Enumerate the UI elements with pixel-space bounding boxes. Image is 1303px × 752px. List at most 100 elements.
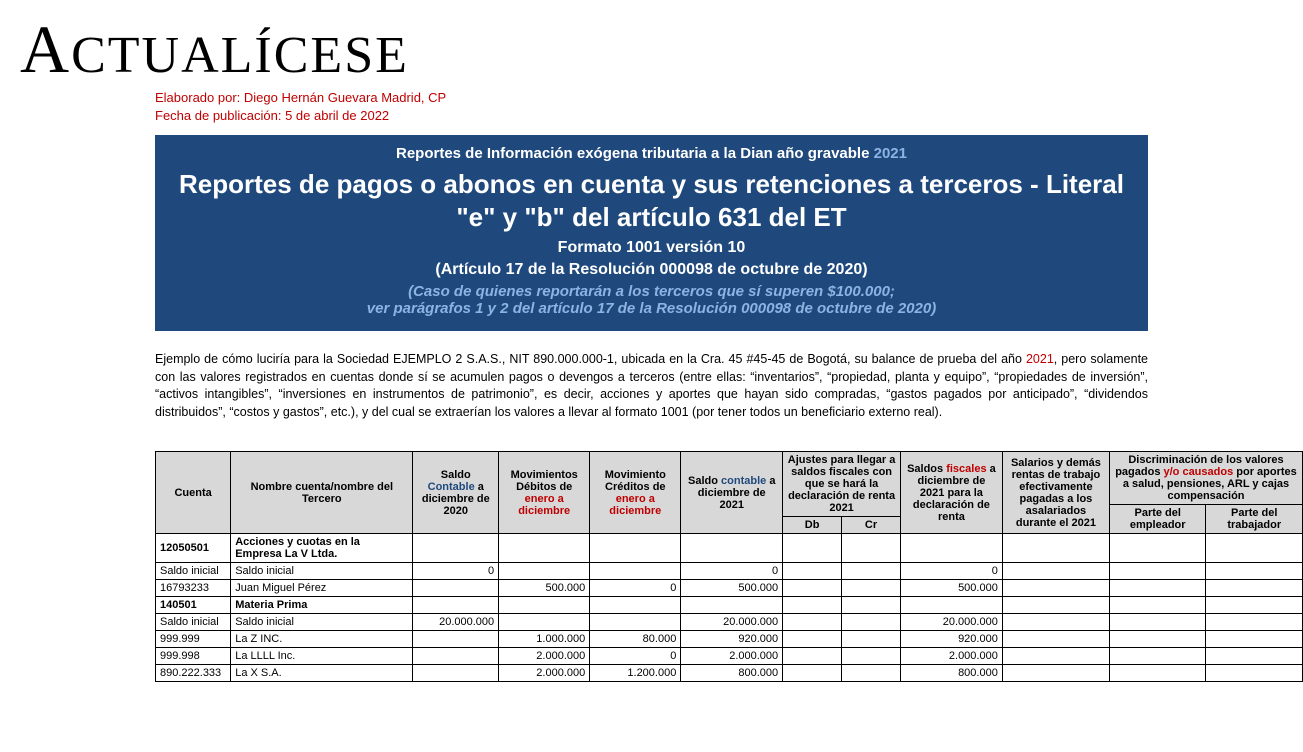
hdr-discrim: Discriminación de los valores pagados y/…: [1110, 452, 1303, 505]
banner-top-pre: Reportes de Información exógena tributar…: [396, 145, 874, 162]
cell-empty: [1206, 597, 1303, 614]
table-row: 999.998La LLLL Inc.2.000.00002.000.0002.…: [156, 648, 1303, 665]
banner-sub2: (Artículo 17 de la Resolución 000098 de …: [175, 261, 1128, 279]
cell-empty: [1002, 597, 1109, 614]
cell-db: 1.000.000: [499, 631, 590, 648]
cell-cuenta: 140501: [156, 597, 231, 614]
meta-block: Elaborado por: Diego Hernán Guevara Madr…: [0, 89, 1303, 125]
page: ACTUALÍCESE Elaborado por: Diego Hernán …: [0, 0, 1303, 682]
logo-first: A: [20, 11, 71, 87]
cell-emp: [1110, 580, 1206, 597]
banner-top-year: 2021: [874, 145, 907, 162]
hdr-saldo-2020-blue: Contable: [428, 481, 475, 493]
cell-emp: [1110, 665, 1206, 682]
hdr-mov-cr-pre: Movimiento Créditos de: [605, 469, 666, 493]
table-head: Cuenta Nombre cuenta/nombre del Tercero …: [156, 452, 1303, 534]
cell-sal: [1002, 614, 1109, 631]
hdr-mov-cr: Movimiento Créditos de enero a diciembre: [590, 452, 681, 534]
meta-date: Fecha de publicación: 5 de abril de 2022: [155, 107, 1303, 125]
cell-cuenta: 890.222.333: [156, 665, 231, 682]
cell-sal: [1002, 648, 1109, 665]
cell-trab: [1206, 614, 1303, 631]
cell-adj-cr: [842, 614, 901, 631]
table-body: 12050501Acciones y cuotas en la Empresa …: [156, 534, 1303, 682]
cell-fisc: 800.000: [901, 665, 1003, 682]
cell-empty: [842, 534, 901, 563]
cell-db: 2.000.000: [499, 665, 590, 682]
cell-nombre: Materia Prima: [231, 597, 413, 614]
cell-cr: 80.000: [590, 631, 681, 648]
cell-c2020: [413, 631, 499, 648]
cell-adj-cr: [842, 631, 901, 648]
cell-cr: [590, 614, 681, 631]
table-row: Saldo inicialSaldo inicial000: [156, 563, 1303, 580]
cell-fisc: 0: [901, 563, 1003, 580]
cell-empty: [1206, 534, 1303, 563]
hdr-saldo-2021-pre: Saldo: [688, 475, 721, 487]
cell-empty: [901, 597, 1003, 614]
cell-c2020: [413, 665, 499, 682]
banner-sub1: Formato 1001 versión 10: [175, 239, 1128, 257]
cell-adj-db: [783, 648, 842, 665]
meta-author: Elaborado por: Diego Hernán Guevara Madr…: [155, 89, 1303, 107]
cell-nombre: Saldo inicial: [231, 614, 413, 631]
cell-c2021: 2.000.000: [681, 648, 783, 665]
hdr-cuenta: Cuenta: [156, 452, 231, 534]
cell-fisc: 500.000: [901, 580, 1003, 597]
cell-adj-db: [783, 665, 842, 682]
hdr-parte-trabajador: Parte del trabajador: [1206, 505, 1303, 534]
cell-empty: [499, 534, 590, 563]
banner-top: Reportes de Información exógena tributar…: [175, 145, 1128, 162]
cell-sal: [1002, 563, 1109, 580]
cell-c2020: 0: [413, 563, 499, 580]
cell-empty: [901, 534, 1003, 563]
cell-cuenta: 16793233: [156, 580, 231, 597]
cell-cr: [590, 563, 681, 580]
hdr-mov-db-red: enero a diciembre: [518, 493, 570, 517]
cell-empty: [1110, 597, 1206, 614]
cell-cuenta: 999.998: [156, 648, 231, 665]
cell-cuenta: Saldo inicial: [156, 614, 231, 631]
table-row: 890.222.333La X S.A.2.000.0001.200.00080…: [156, 665, 1303, 682]
cell-c2021: 0: [681, 563, 783, 580]
cell-adj-db: [783, 580, 842, 597]
banner-main: Reportes de pagos o abonos en cuenta y s…: [175, 168, 1128, 233]
cell-emp: [1110, 631, 1206, 648]
desc-pre: Ejemplo de cómo luciría para la Sociedad…: [155, 352, 1026, 366]
balance-table: Cuenta Nombre cuenta/nombre del Tercero …: [155, 451, 1303, 682]
cell-adj-db: [783, 614, 842, 631]
logo: ACTUALÍCESE: [0, 0, 1303, 89]
cell-empty: [1002, 534, 1109, 563]
table-row: 999.999La Z INC.1.000.00080.000920.00092…: [156, 631, 1303, 648]
cell-nombre: Acciones y cuotas en la Empresa La V Ltd…: [231, 534, 413, 563]
cell-cuenta: 999.999: [156, 631, 231, 648]
cell-nombre: La LLLL Inc.: [231, 648, 413, 665]
cell-c2021: 20.000.000: [681, 614, 783, 631]
cell-empty: [499, 597, 590, 614]
cell-adj-db: [783, 563, 842, 580]
cell-adj-db: [783, 631, 842, 648]
hdr-mov-db: Movimientos Débitos de enero a diciembre: [499, 452, 590, 534]
cell-cuenta: Saldo inicial: [156, 563, 231, 580]
logo-rest: CTUALÍCESE: [71, 27, 409, 84]
cell-adj-cr: [842, 563, 901, 580]
cell-trab: [1206, 665, 1303, 682]
cell-empty: [681, 597, 783, 614]
cell-empty: [1110, 534, 1206, 563]
cell-db: 2.000.000: [499, 648, 590, 665]
hdr-db: Db: [783, 517, 842, 534]
hdr-parte-empleador: Parte del empleador: [1110, 505, 1206, 534]
banner-italic2: ver parágrafos 1 y 2 del artículo 17 de …: [175, 300, 1128, 317]
cell-emp: [1110, 648, 1206, 665]
cell-c2020: [413, 580, 499, 597]
cell-emp: [1110, 614, 1206, 631]
cell-empty: [590, 534, 681, 563]
cell-c2021: 800.000: [681, 665, 783, 682]
cell-c2021: 920.000: [681, 631, 783, 648]
table-row: 16793233Juan Miguel Pérez500.0000500.000…: [156, 580, 1303, 597]
cell-nombre: La Z INC.: [231, 631, 413, 648]
cell-sal: [1002, 580, 1109, 597]
cell-db: 500.000: [499, 580, 590, 597]
cell-adj-cr: [842, 580, 901, 597]
cell-trab: [1206, 580, 1303, 597]
